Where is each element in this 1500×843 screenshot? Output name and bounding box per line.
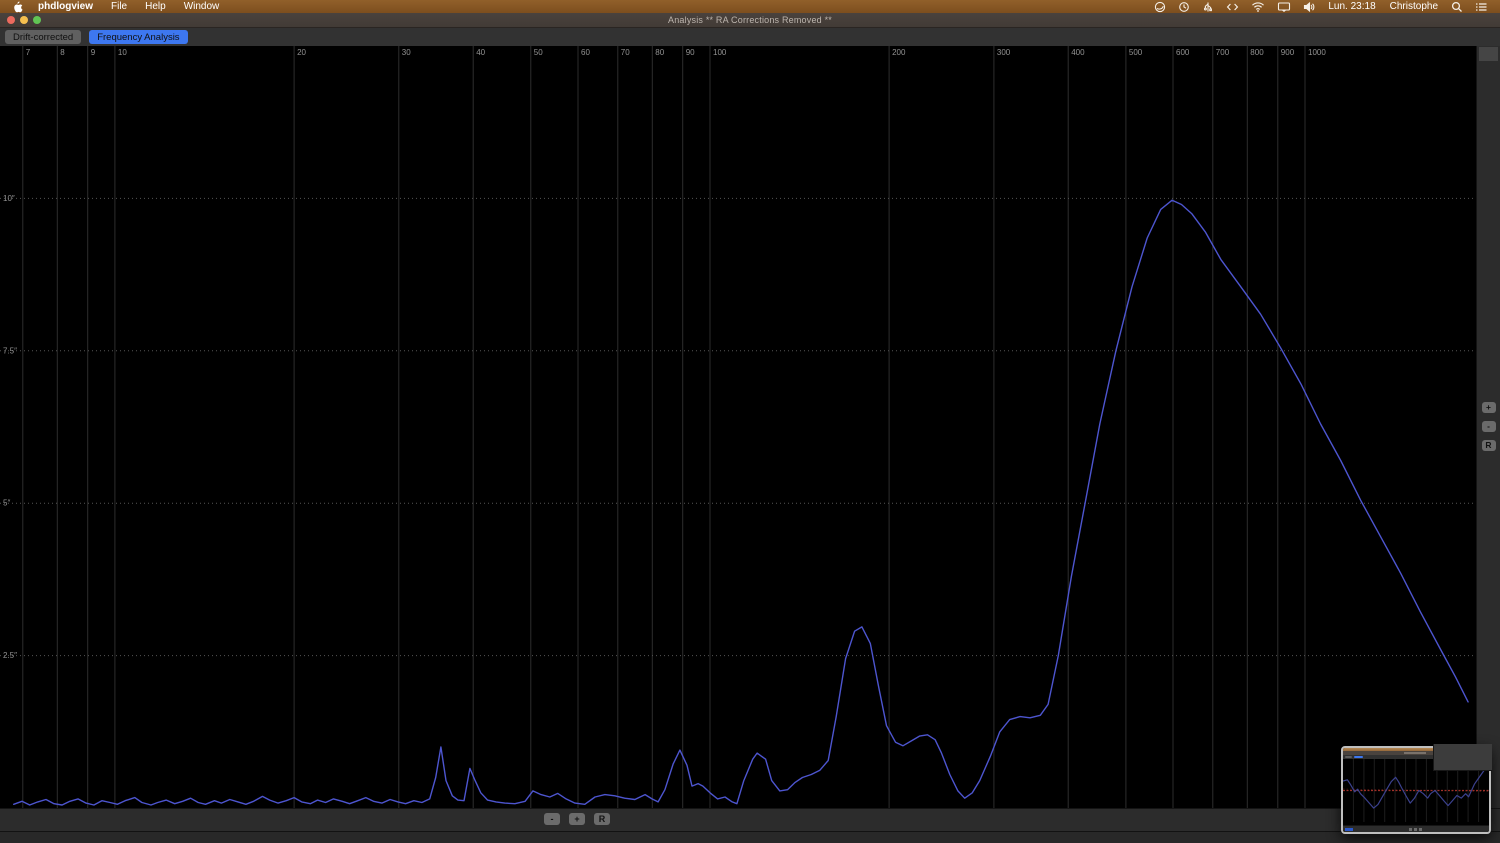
thumbnail-status-badge — [1345, 828, 1353, 831]
svg-text:30: 30 — [402, 48, 411, 57]
chart-canvas[interactable]: 7 8 9 10 20 30 40 50 60 70 80 90 100 200 300 400 500 600 7… — [0, 46, 1476, 808]
svg-text:60: 60 — [581, 48, 590, 57]
svg-text:8: 8 — [60, 48, 65, 57]
svg-text:20: 20 — [297, 48, 306, 57]
svg-text:7: 7 — [26, 48, 31, 57]
menu-app-name[interactable]: phdlogview — [38, 1, 93, 12]
window-title: Analysis ** RA Corrections Removed ** — [668, 15, 832, 25]
usb-icon[interactable] — [1196, 0, 1220, 13]
parallels-icon[interactable] — [1148, 0, 1172, 13]
zoom-button[interactable] — [33, 16, 41, 24]
svg-text:50: 50 — [534, 48, 543, 57]
frequency-analysis-chart[interactable]: 7 8 9 10 20 30 40 50 60 70 80 90 100 200 300 400 500 600 7… — [0, 46, 1476, 808]
minimize-button[interactable] — [20, 16, 28, 24]
svg-text:300: 300 — [997, 48, 1011, 57]
svg-text:7.5″: 7.5″ — [3, 346, 17, 355]
status-footer — [0, 831, 1500, 843]
tab-drift-corrected[interactable]: Drift-corrected — [5, 30, 82, 44]
bottom-toolbar: - + R — [0, 808, 1500, 831]
menu-user[interactable]: Christophe — [1389, 1, 1438, 12]
svg-text:9: 9 — [91, 48, 96, 57]
display-mirroring-icon[interactable] — [1271, 0, 1297, 13]
thumbnail-corner-overlay — [1433, 744, 1492, 771]
right-reset-button[interactable]: R — [1481, 440, 1496, 451]
svg-text:200: 200 — [892, 48, 906, 57]
scroll-corner — [1479, 47, 1498, 61]
svg-text:5″: 5″ — [3, 499, 10, 508]
svg-text:70: 70 — [621, 48, 630, 57]
thumbnail-chart-canvas — [1343, 759, 1489, 822]
menu-clock[interactable]: Lun. 23:18 — [1328, 1, 1376, 12]
svg-text:10: 10 — [118, 48, 127, 57]
svg-text:500: 500 — [1129, 48, 1143, 57]
control-center-icon[interactable] — [1469, 0, 1494, 13]
zoom-out-button[interactable]: - — [544, 813, 560, 825]
svg-text:800: 800 — [1250, 48, 1264, 57]
svg-text:90: 90 — [686, 48, 695, 57]
svg-text:700: 700 — [1216, 48, 1230, 57]
svg-text:10″: 10″ — [3, 194, 15, 203]
thumbnail-tab-inactive — [1345, 755, 1352, 759]
reset-button[interactable]: R — [594, 813, 610, 825]
svg-text:100: 100 — [713, 48, 727, 57]
svg-text:1000: 1000 — [1308, 48, 1326, 57]
thumbnail-tab-strip — [1343, 755, 1489, 759]
main-area: 7 8 9 10 20 30 40 50 60 70 80 90 100 200 300 400 500 600 7… — [0, 46, 1500, 808]
tab-frequency-analysis[interactable]: Frequency Analysis — [89, 30, 188, 44]
apple-logo-icon[interactable] — [6, 0, 29, 13]
tab-strip: Drift-corrected Frequency Analysis — [0, 28, 1500, 46]
menu-file[interactable]: File — [111, 1, 128, 12]
thumbnail-tab-active — [1354, 755, 1363, 759]
zoom-in-button[interactable]: + — [569, 813, 585, 825]
window-title-bar[interactable]: Analysis ** RA Corrections Removed ** — [0, 13, 1500, 28]
wifi-icon[interactable] — [1245, 0, 1271, 13]
thumbnail-title-bar — [1343, 751, 1489, 755]
search-icon[interactable] — [1445, 0, 1469, 13]
svg-text:900: 900 — [1281, 48, 1295, 57]
thumbnail-menu-bar — [1343, 748, 1489, 751]
volume-icon[interactable] — [1297, 0, 1321, 13]
right-toolbar: + - R — [1476, 46, 1500, 808]
menu-window[interactable]: Window — [183, 1, 220, 12]
menu-bar: phdlogview File Help Window — [0, 0, 1500, 13]
code-brackets-icon[interactable] — [1220, 0, 1245, 13]
window-controls — [7, 13, 41, 27]
thumbnail-buttons — [1408, 828, 1422, 831]
right-zoom-out-button[interactable]: - — [1481, 421, 1496, 432]
thumbnail-bottom-bar — [1343, 825, 1489, 832]
menu-help[interactable]: Help — [145, 1, 166, 12]
right-zoom-in-button[interactable]: + — [1481, 402, 1496, 413]
close-button[interactable] — [7, 16, 15, 24]
time-machine-icon[interactable] — [1172, 0, 1196, 13]
svg-text:600: 600 — [1176, 48, 1190, 57]
svg-text:2.5″: 2.5″ — [3, 651, 17, 660]
svg-text:40: 40 — [476, 48, 485, 57]
svg-text:80: 80 — [655, 48, 664, 57]
svg-text:400: 400 — [1071, 48, 1085, 57]
